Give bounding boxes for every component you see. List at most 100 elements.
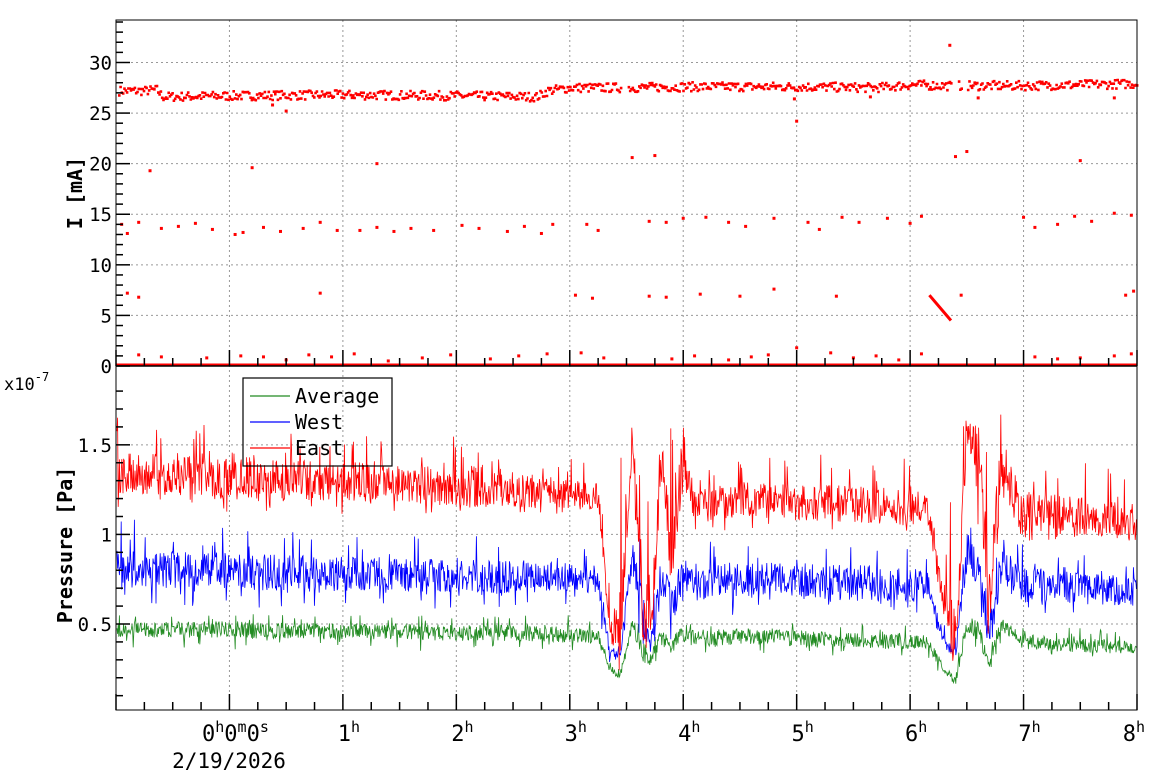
x-tick-unit: h (918, 718, 927, 736)
x-tick-label: 4h (678, 718, 700, 747)
y-tick-label: 20 (89, 154, 112, 176)
current-point (358, 228, 362, 232)
y-tick-label: 0 (101, 356, 112, 378)
x-tick-label: 2h (451, 718, 473, 747)
current-point (271, 103, 275, 107)
y-tick-label: 1 (101, 524, 112, 546)
current-point (1056, 357, 1060, 361)
current-point (738, 294, 742, 298)
current-point (137, 295, 141, 299)
y-tick-label: 25 (89, 103, 112, 125)
current-point (585, 222, 589, 226)
current-point (159, 355, 163, 359)
current-main-band (118, 78, 1139, 103)
x-tick-number: 4 (678, 722, 691, 747)
current-point (727, 220, 731, 224)
current-point (857, 220, 861, 224)
current-point (545, 352, 549, 356)
current-point (596, 228, 600, 232)
x-tick-unit: m (238, 718, 247, 736)
current-point (210, 227, 214, 231)
current-point (1073, 214, 1077, 218)
current-point (959, 293, 963, 297)
current-point (1056, 222, 1060, 226)
x-tick-number: 8 (1123, 722, 1136, 747)
current-point (539, 231, 543, 235)
x-tick-unit: h (578, 718, 587, 736)
current-point (307, 353, 311, 357)
x-tick-number: 2 (451, 722, 464, 747)
axes (115, 19, 1138, 711)
current-point (318, 220, 322, 224)
current-point (670, 357, 674, 361)
current-point (1112, 211, 1116, 215)
current-point (137, 220, 141, 224)
current-point (335, 228, 339, 232)
x-tick-unit: h (1032, 718, 1041, 736)
x-tick-number: 3 (565, 722, 578, 747)
y-tick-label: 30 (89, 52, 112, 74)
current-point (664, 295, 668, 299)
current-point (409, 226, 413, 230)
current-point (727, 358, 731, 362)
legend-box (242, 377, 393, 467)
current-point (664, 220, 668, 224)
current-point (1090, 219, 1094, 223)
y-scale-factor: x10-7 (4, 370, 49, 395)
current-point (205, 356, 209, 360)
current-point (573, 293, 577, 297)
current-point (851, 356, 855, 360)
current-point (488, 357, 492, 361)
y-scale-exponent: -7 (35, 370, 49, 384)
series-line-east (116, 414, 1137, 671)
current-point (420, 356, 424, 360)
current-point (125, 231, 129, 235)
current-point (159, 226, 163, 230)
legend-label-east: East (295, 436, 343, 460)
x-tick-number: 7 (1018, 722, 1031, 747)
y-axis-title-current: I [mA] (63, 157, 87, 229)
legend-label-west: West (295, 410, 343, 434)
current-decay-segment (928, 294, 953, 322)
x-tick-number: 0 (247, 722, 260, 747)
current-point (1129, 352, 1133, 356)
current-point (681, 216, 685, 220)
x-tick-number: 6 (905, 722, 918, 747)
current-point (241, 230, 245, 234)
current-point (806, 220, 810, 224)
current-point (602, 356, 606, 360)
y-axis-title-pressure: Pressure [Pa] (53, 467, 77, 624)
current-point (522, 224, 526, 228)
current-point (772, 216, 776, 220)
current-point (432, 228, 436, 232)
current-point (261, 225, 265, 229)
current-point (1033, 355, 1037, 359)
current-point (449, 353, 453, 357)
series-line-average (116, 614, 1137, 685)
current-point (330, 355, 334, 359)
current-point (392, 229, 396, 233)
current-plot-marks (116, 43, 1139, 367)
current-point (278, 229, 282, 233)
current-point (948, 43, 952, 47)
current-point (653, 154, 657, 158)
current-point (766, 353, 770, 357)
current-point (1022, 215, 1026, 219)
current-point (919, 352, 923, 356)
current-point (829, 351, 833, 355)
x-tick-number: 1 (338, 722, 351, 747)
current-point (744, 224, 748, 228)
current-point (551, 222, 555, 226)
current-point (318, 291, 322, 295)
current-point (261, 355, 265, 359)
x-tick-unit: h (215, 718, 224, 736)
current-point (1112, 96, 1116, 100)
y-scale-base: x10 (4, 375, 35, 395)
current-point (772, 287, 776, 291)
legend-label-average: Average (295, 384, 379, 408)
current-point (1078, 159, 1082, 163)
current-point (840, 215, 844, 219)
series-line-west (116, 519, 1137, 663)
